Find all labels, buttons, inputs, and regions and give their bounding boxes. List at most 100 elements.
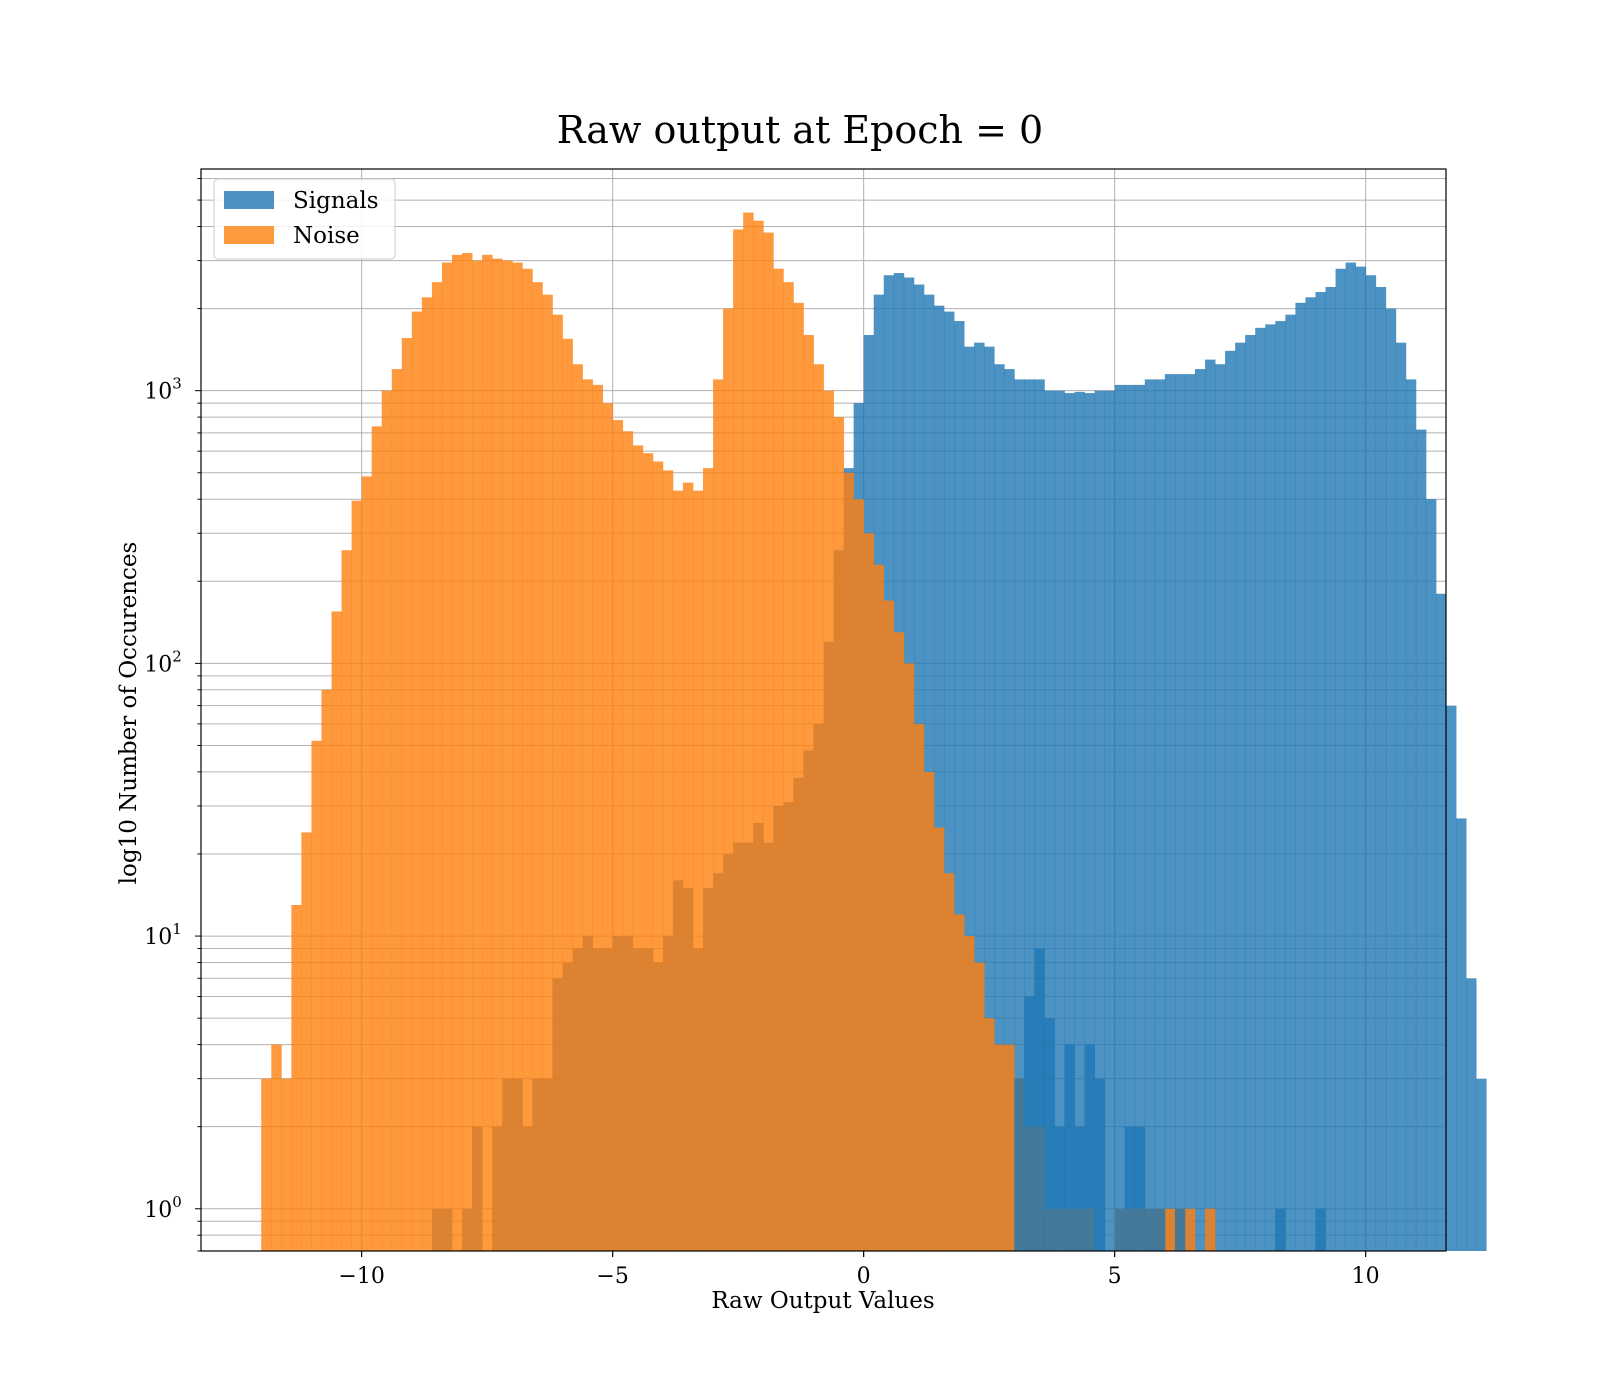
noise-bar (311, 740, 322, 1251)
x-tick-label: 10 (1352, 1264, 1380, 1289)
noise-bar (943, 873, 955, 1251)
y-tick-exponent: 3 (172, 375, 182, 393)
noise-bar (1164, 1208, 1176, 1251)
noise-bar (954, 914, 965, 1251)
noise-bar (341, 550, 353, 1251)
y-tick-base: 10 (144, 1198, 172, 1223)
noise-bar (733, 229, 744, 1252)
legend: Signals Noise (213, 178, 396, 260)
noise-bar (863, 533, 875, 1251)
noise-bar (853, 499, 865, 1251)
signal-bar (1084, 393, 1095, 1251)
noise-bar (703, 468, 714, 1251)
noise-bar (562, 338, 573, 1251)
signal-bar (1235, 342, 1246, 1251)
noise-bar (291, 904, 302, 1251)
signal-bar (933, 305, 945, 1251)
noise-bar (813, 364, 824, 1252)
noise-bar (843, 472, 855, 1251)
signal-bar (1225, 350, 1236, 1251)
signal-bar (1255, 327, 1266, 1252)
noise-bar (552, 314, 563, 1251)
noise-bar (482, 254, 493, 1251)
bars (261, 212, 1487, 1252)
noise-bar (723, 308, 734, 1251)
signal-bar (1245, 335, 1256, 1251)
noise-bar (1184, 1208, 1196, 1251)
noise-bar (652, 461, 664, 1251)
x-tick-label: −10 (338, 1264, 384, 1289)
noise-bar (903, 663, 915, 1251)
noise-bar (271, 1044, 282, 1251)
signal-bar (943, 311, 955, 1252)
signal-bar (1074, 391, 1085, 1252)
noise-bar (803, 335, 814, 1251)
noise-bar (893, 632, 905, 1251)
signal-bar (1265, 324, 1276, 1251)
noise-bar (421, 297, 433, 1251)
y-tick-exponent: 2 (172, 647, 182, 665)
noise-bar (592, 384, 604, 1251)
signal-bar (1174, 1208, 1186, 1251)
noise-bar (331, 611, 342, 1251)
signal-bar (1014, 379, 1025, 1251)
legend-swatch (224, 191, 274, 209)
signal-bar (1335, 268, 1346, 1251)
noise-bar (773, 268, 784, 1251)
noise-bar (462, 252, 473, 1251)
y-tick-exponent: 0 (172, 1193, 182, 1211)
signal-bar (1395, 342, 1407, 1251)
noise-bar (1004, 1044, 1015, 1251)
signal-bar (1004, 369, 1015, 1251)
noise-bar (441, 262, 453, 1252)
y-tick-label: 103 (144, 375, 182, 405)
noise-bar (261, 1078, 272, 1251)
noise-bar (532, 282, 543, 1252)
legend-label: Signals (293, 188, 379, 214)
noise-bar (682, 482, 694, 1251)
signal-bar (1064, 393, 1075, 1251)
y-tick-base: 10 (144, 380, 172, 405)
noise-bar (692, 490, 704, 1252)
noise-bar (763, 232, 774, 1251)
legend-label: Noise (293, 223, 360, 249)
signal-bar (1425, 499, 1437, 1251)
signal-bar (1084, 1044, 1095, 1251)
signal-bar (1014, 1078, 1025, 1251)
noise-bar (612, 420, 624, 1251)
signal-bar (1024, 379, 1035, 1251)
noise-bar (492, 258, 503, 1252)
signal-bar (1275, 321, 1286, 1251)
signal-bar (1174, 374, 1186, 1251)
signal-bar (1435, 593, 1447, 1251)
signal-bar (1184, 374, 1196, 1251)
noise-bar (873, 564, 885, 1251)
noise-bar (351, 500, 363, 1251)
signal-bar (1114, 384, 1126, 1251)
noise-bar (431, 282, 443, 1252)
signal-bar (1154, 1208, 1166, 1251)
y-tick-base: 10 (144, 652, 172, 677)
signal-bar (1466, 978, 1477, 1251)
signal-bar (1104, 390, 1116, 1251)
chart-title: Raw output at Epoch = 0 (557, 108, 1043, 152)
signal-bar (1385, 308, 1397, 1251)
noise-bar (542, 294, 553, 1251)
signal-bar (1134, 1126, 1146, 1251)
signal-bar (1456, 818, 1467, 1251)
x-tick-label: 0 (857, 1264, 871, 1289)
signal-bar (1054, 390, 1065, 1251)
signal-bar (1124, 1126, 1136, 1251)
signal-bar (1144, 379, 1156, 1251)
signal-bar (1054, 1126, 1065, 1251)
signal-bar (1365, 275, 1377, 1252)
noise-bar (933, 827, 945, 1251)
noise-bar (823, 390, 834, 1251)
noise-bar (371, 426, 383, 1252)
x-tick-label: −5 (596, 1264, 628, 1289)
noise-bar (1205, 1208, 1216, 1251)
noise-bar (913, 723, 925, 1251)
